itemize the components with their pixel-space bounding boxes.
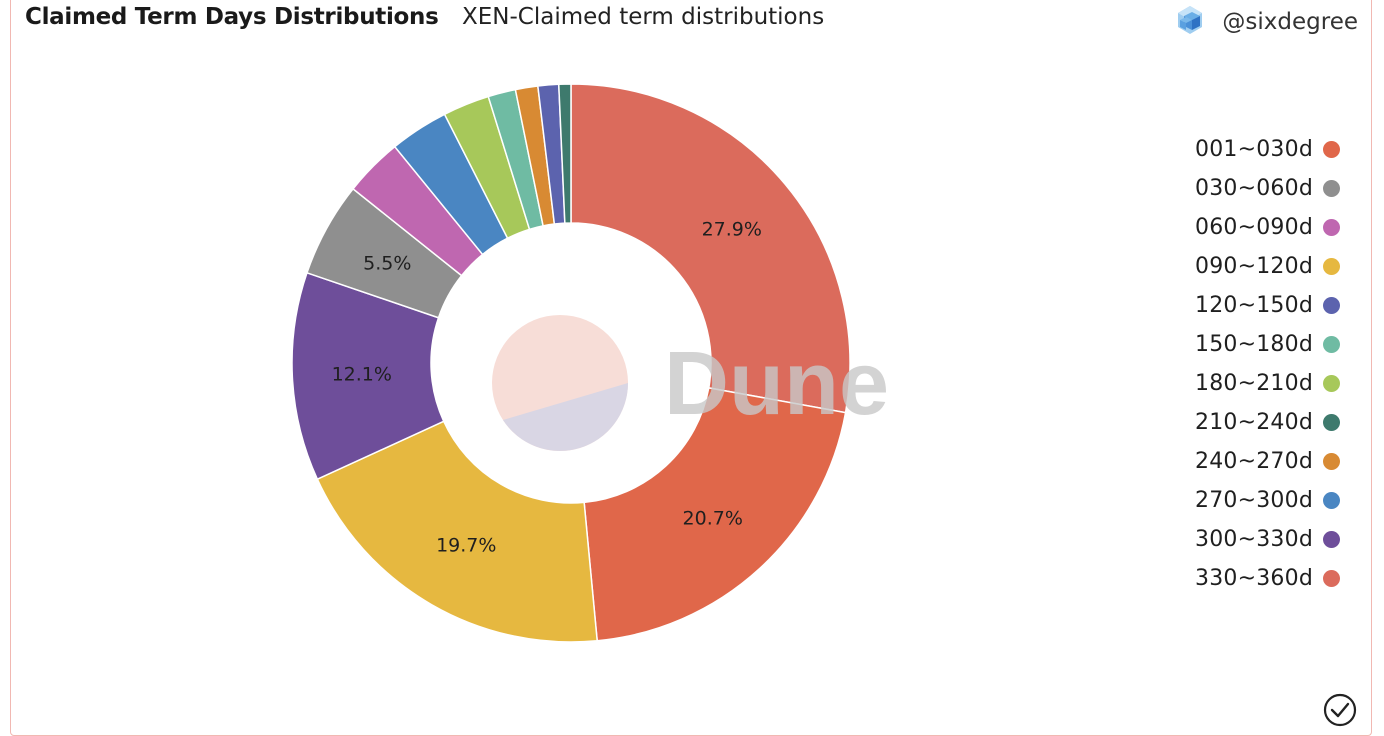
legend-item[interactable]: 030~060d (1180, 169, 1340, 208)
legend-label: 210~240d (1195, 410, 1313, 435)
dune-watermark: Dune (492, 315, 889, 451)
chart-legend: 001~030d 030~060d 060~090d 090~120d 120~150d… (1180, 130, 1340, 598)
legend-color-dot (1323, 531, 1340, 548)
legend-item[interactable]: 240~270d (1180, 442, 1340, 481)
legend-item[interactable]: 210~240d (1180, 403, 1340, 442)
legend-item[interactable]: 300~330d (1180, 520, 1340, 559)
pie-slice-001~030d[interactable] (570, 83, 851, 414)
watermark-text: Dune (664, 334, 889, 434)
legend-label: 090~120d (1195, 254, 1313, 279)
cube-logo-icon (1178, 6, 1203, 34)
slice-data-label: 27.9% (702, 219, 762, 241)
slice-data-label: 5.5% (363, 252, 411, 274)
legend-item[interactable]: 180~210d (1180, 364, 1340, 403)
legend-label: 001~030d (1195, 137, 1313, 162)
legend-item[interactable]: 150~180d (1180, 325, 1340, 364)
legend-color-dot (1323, 570, 1340, 587)
legend-color-dot (1323, 414, 1340, 431)
legend-color-dot (1323, 336, 1340, 353)
pie-slice-060~090d[interactable] (316, 420, 599, 643)
legend-label: 060~090d (1195, 215, 1313, 240)
chart-subtitle: XEN-Claimed term distributions (462, 4, 825, 30)
author-name: @sixdegree (1222, 9, 1358, 35)
legend-label: 330~360d (1195, 566, 1313, 591)
legend-item[interactable]: 120~150d (1180, 286, 1340, 325)
slice-data-label: 12.1% (332, 364, 392, 386)
legend-label: 270~300d (1195, 488, 1313, 513)
legend-item[interactable]: 090~120d (1180, 247, 1340, 286)
legend-item[interactable]: 270~300d (1180, 481, 1340, 520)
legend-label: 180~210d (1195, 371, 1313, 396)
slice-data-label: 20.7% (683, 507, 743, 529)
pie-slice-030~060d[interactable] (583, 387, 847, 642)
legend-item[interactable]: 060~090d (1180, 208, 1340, 247)
pie-slice-090~120d[interactable] (291, 271, 445, 481)
legend-color-dot (1323, 375, 1340, 392)
legend-color-dot (1323, 297, 1340, 314)
author-badge[interactable]: @sixdegree (1172, 4, 1358, 40)
pie-slice-330~360d[interactable] (557, 83, 572, 224)
legend-label: 150~180d (1195, 332, 1313, 357)
legend-item[interactable]: 001~030d (1180, 130, 1340, 169)
legend-color-dot (1323, 453, 1340, 470)
legend-color-dot (1323, 258, 1340, 275)
legend-color-dot (1323, 219, 1340, 236)
legend-label: 240~270d (1195, 449, 1313, 474)
legend-label: 300~330d (1195, 527, 1313, 552)
legend-color-dot (1323, 492, 1340, 509)
slice-data-label: 19.7% (436, 534, 496, 556)
legend-color-dot (1323, 180, 1340, 197)
legend-item[interactable]: 330~360d (1180, 559, 1340, 598)
legend-label: 030~060d (1195, 176, 1313, 201)
legend-color-dot (1323, 141, 1340, 158)
check-circle-icon[interactable] (1322, 692, 1358, 728)
legend-label: 120~150d (1195, 293, 1313, 318)
chart-title: Claimed Term Days Distributions (25, 4, 439, 30)
